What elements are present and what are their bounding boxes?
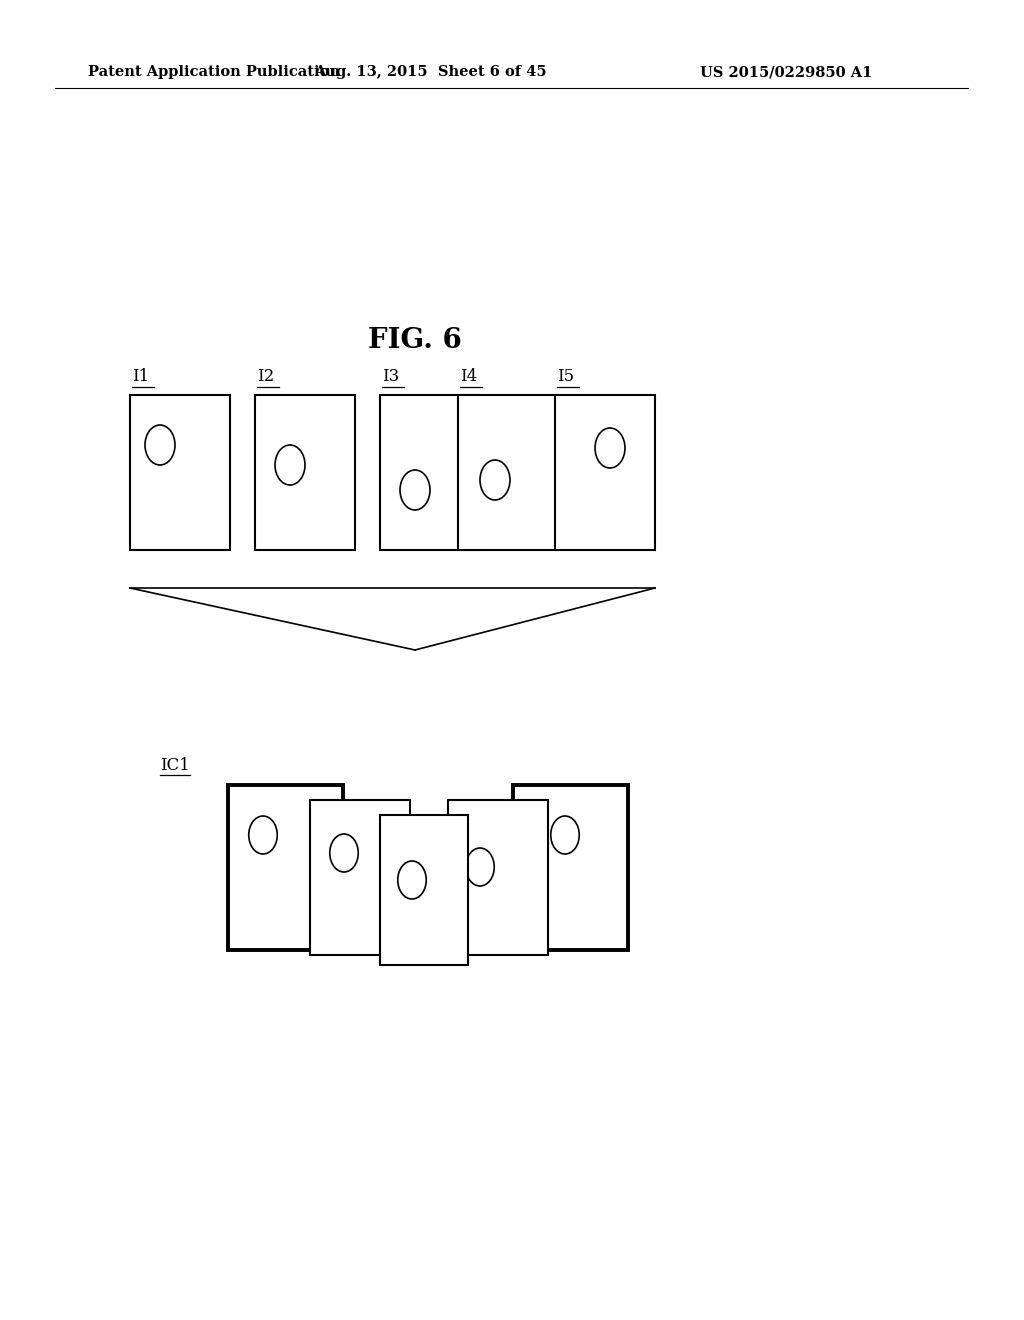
Bar — [310, 800, 410, 954]
Ellipse shape — [551, 816, 580, 854]
Bar — [449, 800, 548, 954]
Text: I4: I4 — [460, 368, 477, 385]
Ellipse shape — [595, 428, 625, 469]
Ellipse shape — [480, 459, 510, 500]
Text: Patent Application Publication: Patent Application Publication — [88, 65, 340, 79]
Ellipse shape — [330, 834, 358, 873]
Bar — [228, 785, 343, 950]
Bar — [255, 395, 355, 550]
Bar — [380, 814, 468, 965]
Text: I3: I3 — [382, 368, 399, 385]
Ellipse shape — [275, 445, 305, 484]
Ellipse shape — [397, 861, 426, 899]
Text: FIG. 6: FIG. 6 — [368, 326, 462, 354]
Bar — [130, 395, 230, 550]
Bar — [458, 395, 558, 550]
Text: US 2015/0229850 A1: US 2015/0229850 A1 — [700, 65, 872, 79]
Ellipse shape — [466, 847, 495, 886]
Text: Aug. 13, 2015  Sheet 6 of 45: Aug. 13, 2015 Sheet 6 of 45 — [313, 65, 547, 79]
Text: IC1: IC1 — [160, 756, 189, 774]
Ellipse shape — [145, 425, 175, 465]
Text: I2: I2 — [257, 368, 274, 385]
Text: I1: I1 — [132, 368, 150, 385]
Text: I5: I5 — [557, 368, 574, 385]
Ellipse shape — [249, 816, 278, 854]
Bar — [380, 395, 480, 550]
Bar — [555, 395, 655, 550]
Ellipse shape — [400, 470, 430, 510]
Bar — [513, 785, 628, 950]
